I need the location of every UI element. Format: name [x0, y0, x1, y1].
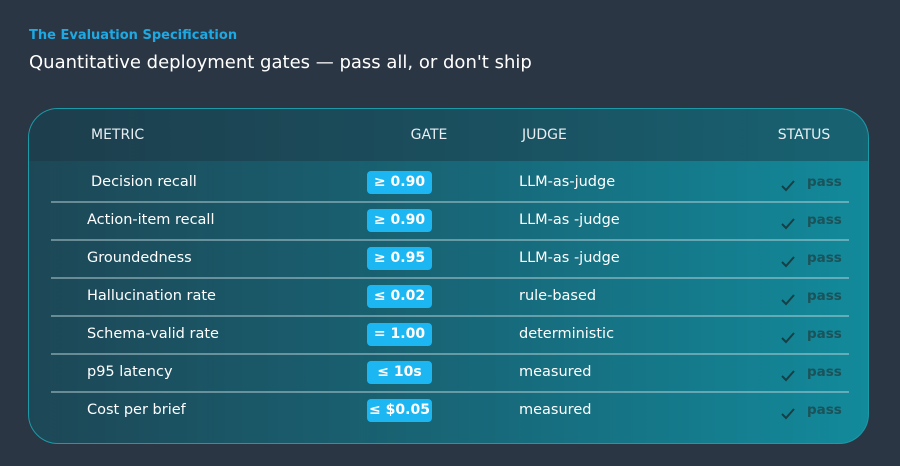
table-header: METRIC GATE JUDGE STATUS: [29, 109, 868, 161]
gate-badge: ≥ 0.90: [367, 171, 432, 194]
status: pass: [807, 174, 842, 190]
check-icon: [780, 406, 796, 420]
status: pass: [807, 364, 842, 380]
check-icon: [780, 292, 796, 306]
column-header: JUDGE: [522, 127, 567, 143]
gate-badge: ≤ 0.02: [367, 285, 432, 308]
eyebrow: The Evaluation Specification: [29, 28, 238, 43]
column-header: GATE: [410, 127, 448, 143]
row-separator: [51, 277, 849, 279]
judge: deterministic: [519, 326, 615, 342]
check-icon: [780, 368, 796, 382]
table-card: METRIC GATE JUDGE STATUS Decision recall ≥ 0…: [28, 108, 869, 444]
status: pass: [807, 326, 842, 342]
row-separator: [51, 315, 849, 317]
status: pass: [807, 212, 842, 228]
gate-badge: ≥ 0.95: [367, 247, 432, 270]
metric: Groundedness: [87, 250, 192, 266]
check-icon: [780, 178, 796, 192]
check-icon: [780, 330, 796, 344]
metric: Cost per brief: [87, 402, 186, 418]
gate-badge: ≥ 0.90: [367, 209, 432, 232]
check-mark: [781, 256, 795, 268]
row-separator: [51, 391, 849, 393]
gate-badge: ≤ 10s: [367, 361, 432, 384]
gate-badge: ≤ $0.05: [367, 399, 432, 422]
check-mark: [781, 408, 795, 420]
judge: rule-based: [519, 288, 597, 304]
status: pass: [807, 402, 842, 418]
judge: LLM-as -judge: [519, 250, 620, 266]
check-mark: [781, 370, 795, 382]
check-mark: [781, 332, 795, 344]
metric: p95 latency: [87, 364, 173, 380]
metric: Action-item recall: [87, 212, 215, 228]
check-icon: [780, 216, 796, 230]
row-separator: [51, 239, 849, 241]
status: pass: [807, 288, 842, 304]
metric: Decision recall: [91, 174, 197, 190]
check-mark: [781, 218, 795, 230]
check-mark: [781, 180, 795, 192]
judge: measured: [519, 402, 592, 418]
column-header: METRIC: [91, 127, 145, 143]
judge: measured: [519, 364, 592, 380]
gate-badge: = 1.00: [367, 323, 432, 346]
status: pass: [807, 250, 842, 266]
column-header: STATUS: [777, 127, 831, 143]
metric: Hallucination rate: [87, 288, 216, 304]
judge: LLM-as -judge: [519, 212, 620, 228]
check-icon: [780, 254, 796, 268]
check-mark: [781, 294, 795, 306]
row-separator: [51, 201, 849, 203]
title: Quantitative deployment gates — pass all…: [29, 52, 532, 73]
row-separator: [51, 353, 849, 355]
metric: Schema-valid rate: [87, 326, 219, 342]
judge: LLM-as-judge: [519, 174, 616, 190]
